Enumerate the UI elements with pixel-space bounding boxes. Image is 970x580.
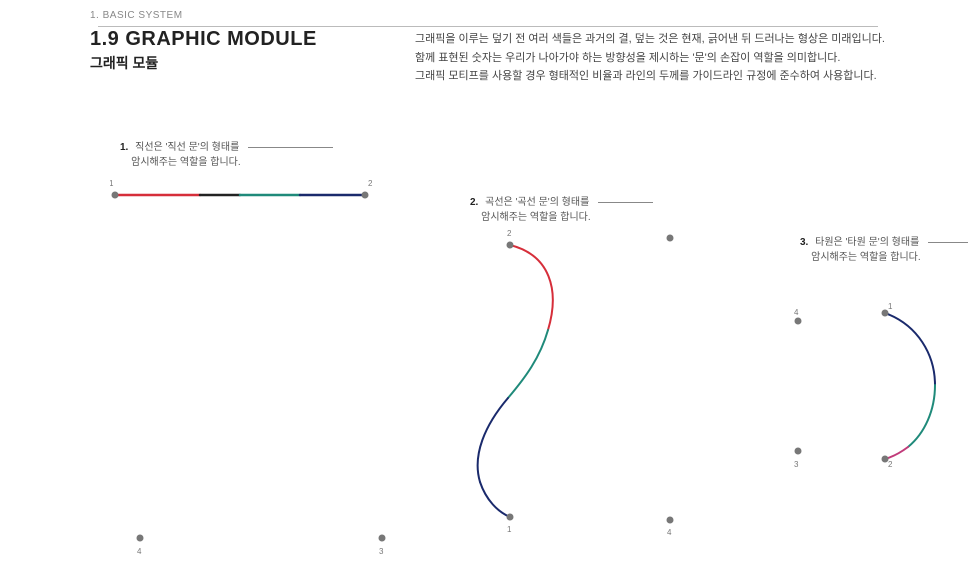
svg-text:3: 3 xyxy=(794,460,799,469)
figure-3-arc: 1 2 4 3 xyxy=(790,295,960,480)
intro-line-2: 함께 표현된 숫자는 우리가 나아가야 하는 방향성을 제시하는 '문'의 손잡… xyxy=(415,49,935,68)
svg-text:4: 4 xyxy=(794,308,799,317)
svg-text:1: 1 xyxy=(507,525,512,534)
caption-2: 2. 곡선은 '곡선 문'의 형태를 암시해주는 역할을 합니다. xyxy=(470,195,653,225)
svg-text:2: 2 xyxy=(888,460,893,469)
svg-text:2: 2 xyxy=(507,230,512,238)
caption-2-l1: 곡선은 '곡선 문'의 형태를 xyxy=(485,197,589,208)
title-en: 1.9 GRAPHIC MODULE xyxy=(90,28,317,51)
caption-1: 1. 직선은 '직선 문'의 형태를 암시해주는 역할을 합니다. xyxy=(120,140,333,170)
title-ko: 그래픽 모듈 xyxy=(90,53,317,73)
breadcrumb-text: 1. BASIC SYSTEM xyxy=(90,10,183,21)
caption-1-num: 1. xyxy=(120,140,128,155)
svg-text:4: 4 xyxy=(137,547,142,556)
title-block: 1.9 GRAPHIC MODULE 그래픽 모듈 xyxy=(90,28,317,73)
figure-1-bottom-dots: 43 xyxy=(110,530,410,560)
page: 1. BASIC SYSTEM 1.9 GRAPHIC MODULE 그래픽 모… xyxy=(0,0,970,580)
caption-2-num: 2. xyxy=(470,195,478,210)
caption-3-rule xyxy=(928,242,968,243)
caption-2-rule xyxy=(598,202,653,203)
intro-line-1: 그래픽을 이루는 덮기 전 여러 색들은 과거의 결, 덮는 것은 현재, 긁어… xyxy=(415,30,935,49)
svg-text:1: 1 xyxy=(888,302,893,311)
caption-2-l2: 암시해주는 역할을 합니다. xyxy=(481,212,591,223)
svg-text:1: 1 xyxy=(110,180,114,188)
breadcrumb-rule xyxy=(98,26,878,27)
figure-1-line: 12 xyxy=(110,180,380,210)
svg-text:4: 4 xyxy=(667,528,672,537)
caption-1-rule xyxy=(248,147,333,148)
intro-text: 그래픽을 이루는 덮기 전 여러 색들은 과거의 결, 덮는 것은 현재, 긁어… xyxy=(415,30,935,86)
caption-1-l2: 암시해주는 역할을 합니다. xyxy=(131,157,241,168)
caption-3-num: 3. xyxy=(800,235,808,250)
caption-3-l2: 암시해주는 역할을 합니다. xyxy=(811,252,921,263)
svg-text:3: 3 xyxy=(379,547,384,556)
svg-text:3: 3 xyxy=(667,230,672,232)
caption-3-l1: 타원은 '타원 문'의 형태를 xyxy=(815,237,919,248)
svg-text:2: 2 xyxy=(368,180,373,188)
caption-3: 3. 타원은 '타원 문'의 형태를 암시해주는 역할을 합니다. xyxy=(800,235,968,265)
figure-2-curve: 2 1 3 4 xyxy=(440,230,700,540)
caption-1-l1: 직선은 '직선 문'의 형태를 xyxy=(135,142,239,153)
intro-line-3: 그래픽 모티프를 사용할 경우 형태적인 비율과 라인의 두께를 가이드라인 규… xyxy=(415,67,935,86)
